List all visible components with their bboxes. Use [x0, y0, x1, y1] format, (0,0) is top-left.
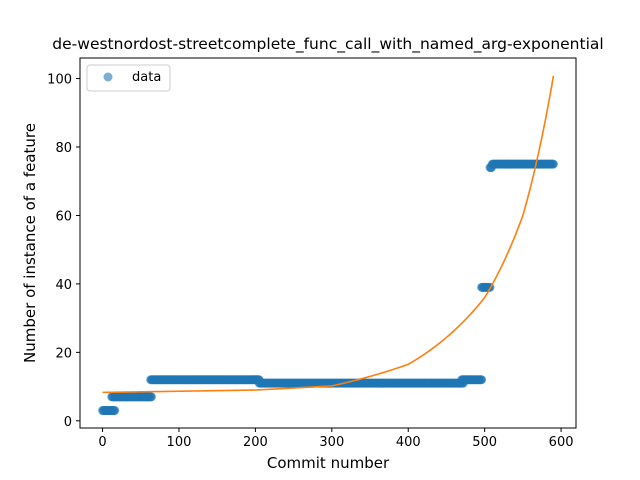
- data-point: [110, 406, 120, 416]
- legend-marker-data: [103, 72, 113, 82]
- y-tick-label: 40: [55, 278, 72, 293]
- plot-area: 0 100 200 300 400 500 600 0 20 40 60 80 100: [47, 57, 577, 450]
- y-tick-label: 80: [55, 141, 72, 156]
- data-series: [98, 159, 558, 416]
- x-tick-label: 400: [396, 435, 421, 450]
- x-tick-label: 0: [98, 435, 106, 450]
- x-tick-label: 500: [472, 435, 497, 450]
- x-tick-label: 100: [167, 435, 192, 450]
- y-tick-label: 100: [47, 73, 72, 88]
- legend-label-data: data: [132, 70, 161, 85]
- fit-series: [102, 75, 555, 394]
- fit-line: [102, 75, 555, 394]
- y-tick-label: 0: [64, 415, 72, 430]
- y-tick-label: 20: [55, 346, 72, 361]
- x-axis-label: Commit number: [267, 454, 390, 472]
- x-tick-label: 300: [319, 435, 344, 450]
- x-tick-label: 200: [243, 435, 268, 450]
- data-point: [477, 375, 487, 385]
- y-axis: 0 20 40 60 80 100: [47, 73, 80, 430]
- legend-box: [86, 64, 171, 92]
- chart-title: de-westnordost-streetcomplete_func_call_…: [52, 35, 603, 54]
- data-point: [146, 392, 156, 402]
- x-tick-label: 600: [549, 435, 574, 450]
- y-axis-label: Number of instance of a feature: [21, 123, 39, 363]
- x-axis: 0 100 200 300 400 500 600: [98, 428, 574, 450]
- axes-frame: [79, 57, 577, 429]
- y-tick-label: 60: [55, 209, 72, 224]
- data-point: [548, 159, 558, 169]
- legend: data: [86, 64, 171, 92]
